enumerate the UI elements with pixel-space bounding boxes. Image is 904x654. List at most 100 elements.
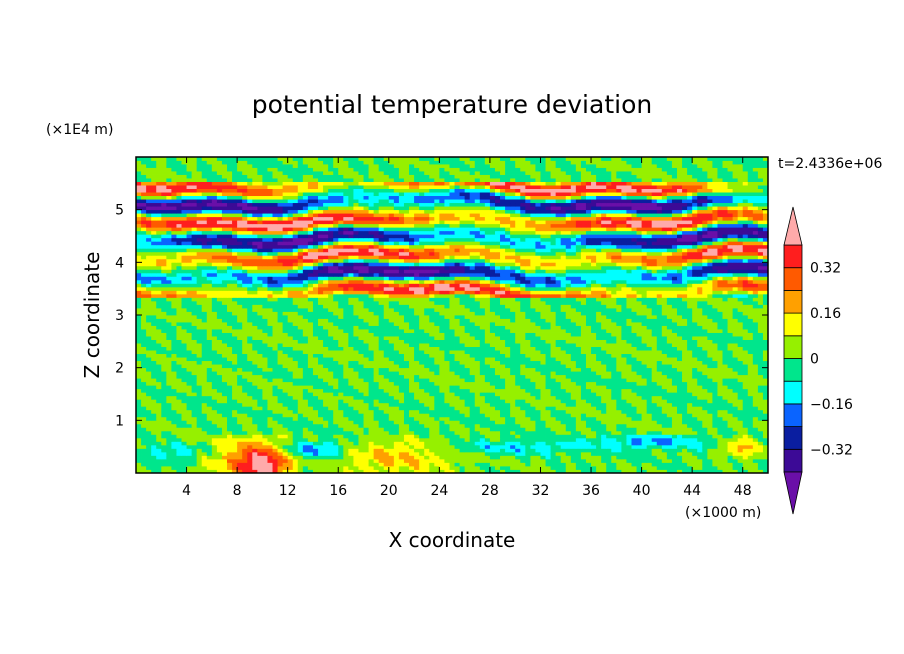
heatmap-cell bbox=[409, 420, 415, 425]
heatmap-cell bbox=[545, 469, 551, 473]
heatmap-cell bbox=[651, 462, 658, 467]
heatmap-cell bbox=[570, 360, 577, 365]
heatmap-cell bbox=[682, 406, 688, 411]
heatmap-cell bbox=[429, 360, 435, 365]
heatmap-cell bbox=[237, 444, 243, 449]
heatmap-cell bbox=[292, 448, 299, 453]
heatmap-cell bbox=[702, 381, 708, 386]
heatmap-cell bbox=[671, 406, 678, 411]
heatmap-cell bbox=[328, 364, 334, 369]
heatmap-cell bbox=[489, 451, 496, 456]
heatmap-cell bbox=[287, 395, 294, 400]
heatmap-cell bbox=[398, 416, 405, 421]
heatmap-cell bbox=[631, 434, 637, 439]
heatmap-cell bbox=[545, 451, 551, 456]
heatmap-cell bbox=[419, 409, 425, 414]
heatmap-cell bbox=[555, 381, 562, 386]
heatmap-cell bbox=[358, 378, 364, 383]
heatmap-cell bbox=[424, 364, 430, 369]
heatmap-cell bbox=[651, 437, 658, 442]
heatmap-cell bbox=[151, 444, 157, 449]
heatmap-cell bbox=[676, 346, 683, 351]
heatmap-cell bbox=[621, 465, 627, 470]
heatmap-cell bbox=[257, 378, 263, 383]
heatmap-cell bbox=[353, 332, 359, 337]
heatmap-cell bbox=[328, 409, 334, 414]
heatmap-cell bbox=[221, 374, 228, 379]
heatmap-cell bbox=[307, 343, 314, 347]
heatmap-cell bbox=[707, 444, 713, 449]
heatmap-cell bbox=[388, 332, 395, 337]
heatmap-cell bbox=[282, 381, 289, 386]
heatmap-cell bbox=[520, 357, 526, 362]
heatmap-cell bbox=[333, 339, 339, 344]
heatmap-cell bbox=[591, 458, 597, 463]
heatmap-cell bbox=[307, 367, 314, 372]
heatmap-cell bbox=[414, 353, 420, 358]
heatmap-cell bbox=[348, 385, 354, 390]
heatmap-cell bbox=[520, 441, 526, 446]
heatmap-cell bbox=[515, 374, 521, 379]
heatmap-cell bbox=[242, 357, 248, 362]
heatmap-cell bbox=[636, 374, 642, 379]
heatmap-cell bbox=[312, 413, 319, 418]
heatmap-cell bbox=[717, 353, 723, 358]
heatmap-cell bbox=[454, 427, 460, 432]
heatmap-cell bbox=[186, 336, 193, 340]
heatmap-cell bbox=[176, 420, 182, 425]
heatmap-cell bbox=[707, 353, 713, 358]
heatmap-cell bbox=[505, 465, 511, 470]
heatmap-cell bbox=[292, 360, 299, 365]
heatmap-cell bbox=[368, 420, 375, 425]
heatmap-cell bbox=[682, 420, 688, 425]
heatmap-cell bbox=[211, 402, 218, 407]
heatmap-cell bbox=[712, 399, 718, 404]
heatmap-cell bbox=[196, 448, 203, 453]
heatmap-cell bbox=[429, 444, 435, 449]
heatmap-cell bbox=[666, 448, 673, 453]
heatmap-cell bbox=[510, 465, 516, 470]
heatmap-cell bbox=[439, 374, 445, 379]
heatmap-cell bbox=[661, 378, 668, 383]
heatmap-cell bbox=[232, 350, 238, 355]
heatmap-cell bbox=[656, 388, 663, 393]
heatmap-cell bbox=[373, 455, 380, 460]
heatmap-cell bbox=[489, 381, 496, 386]
heatmap-cell bbox=[646, 336, 653, 340]
heatmap-cell bbox=[459, 360, 466, 365]
heatmap-cell bbox=[469, 381, 476, 386]
heatmap-cell bbox=[363, 455, 369, 460]
heatmap-cell bbox=[575, 437, 582, 442]
heatmap-cell bbox=[186, 378, 193, 383]
heatmap-cell bbox=[505, 469, 511, 473]
heatmap-cell bbox=[621, 420, 627, 425]
heatmap-cell bbox=[474, 332, 481, 337]
heatmap-cell bbox=[378, 413, 385, 418]
heatmap-cell bbox=[166, 441, 172, 446]
heatmap-cell bbox=[277, 367, 284, 372]
heatmap-cell bbox=[555, 434, 562, 439]
heatmap-cell bbox=[520, 388, 526, 393]
heatmap-cell bbox=[727, 374, 734, 379]
heatmap-cell bbox=[520, 406, 526, 411]
heatmap-cell bbox=[211, 469, 218, 473]
heatmap-cell bbox=[398, 367, 405, 372]
heatmap-cell bbox=[166, 353, 172, 358]
heatmap-cell bbox=[424, 346, 430, 351]
heatmap-cell bbox=[444, 371, 450, 376]
heatmap-cell bbox=[621, 371, 627, 376]
heatmap-cell bbox=[171, 343, 177, 347]
heatmap-cell bbox=[363, 458, 369, 463]
heatmap-cell bbox=[363, 444, 369, 449]
heatmap-cell bbox=[201, 458, 208, 463]
heatmap-cell bbox=[757, 441, 764, 446]
heatmap-cell bbox=[682, 437, 688, 442]
heatmap-cell bbox=[409, 388, 415, 393]
heatmap-cell bbox=[606, 343, 612, 347]
heatmap-cell bbox=[242, 388, 248, 393]
heatmap-cell bbox=[687, 343, 693, 347]
heatmap-cell bbox=[737, 343, 744, 347]
heatmap-cell bbox=[722, 430, 728, 435]
heatmap-cell bbox=[697, 360, 703, 365]
heatmap-cell bbox=[651, 381, 658, 386]
